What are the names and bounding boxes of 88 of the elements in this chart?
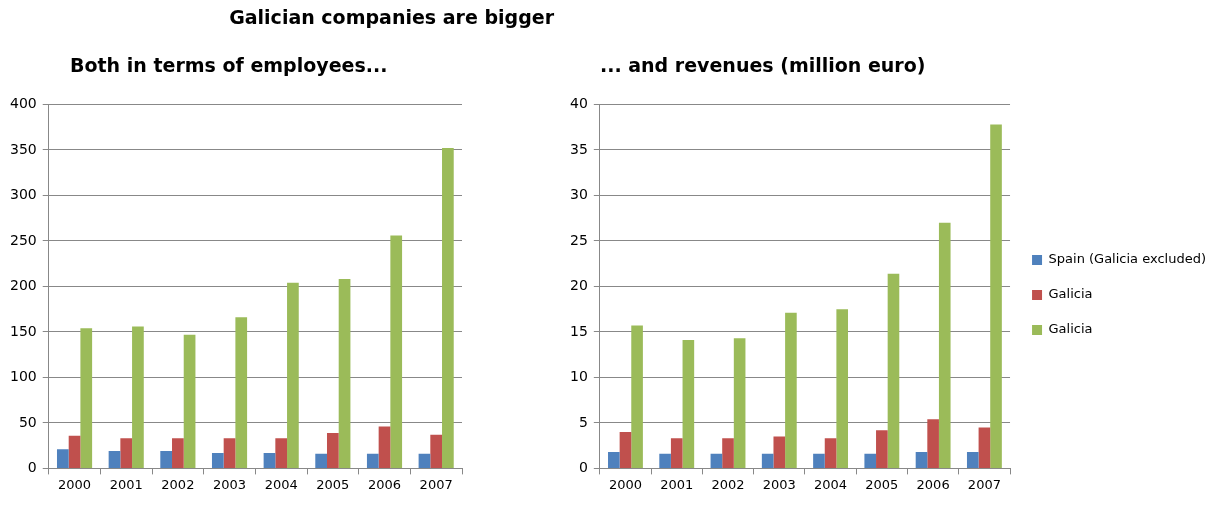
bar [68, 435, 81, 468]
bar [990, 124, 1002, 468]
y-tick-label: 50 [18, 413, 37, 430]
y-tick-label: 0 [27, 459, 37, 476]
bar [327, 432, 339, 468]
x-tick-label: 2004 [814, 476, 848, 492]
y-tick-label: 0 [578, 459, 588, 476]
x-tick-label: 2006 [916, 476, 950, 492]
bar [824, 438, 837, 468]
y-tick-label: 20 [569, 277, 588, 294]
bar [773, 436, 786, 468]
bar [876, 430, 888, 468]
x-tick-label: 2002 [711, 476, 745, 492]
bar [275, 438, 288, 468]
bar [761, 453, 774, 468]
bar [108, 451, 121, 468]
x-tick-label: 2007 [967, 476, 1001, 492]
bar [80, 328, 93, 468]
y-tick-label: 250 [9, 231, 37, 248]
y-tick-label: 25 [569, 231, 588, 248]
x-tick-label: 2005 [865, 476, 899, 492]
bar [366, 453, 379, 468]
legend-label: Spain (Galicia excluded) [1048, 251, 1207, 267]
y-tick-label: 400 [9, 95, 37, 112]
bar [813, 453, 825, 468]
y-tick-label: 200 [9, 277, 37, 294]
y-tick-label: 150 [9, 322, 37, 339]
y-tick-label: 30 [569, 186, 588, 203]
bar [927, 419, 939, 468]
x-tick-label: 2003 [212, 476, 247, 492]
bar [160, 451, 173, 468]
bar [172, 438, 184, 468]
bar [338, 279, 351, 468]
bar [430, 434, 443, 468]
bar [390, 235, 403, 468]
y-tick-label: 10 [569, 368, 588, 385]
bar [682, 340, 695, 468]
bar [442, 148, 454, 468]
bar [966, 452, 979, 468]
x-tick-label: 2007 [419, 476, 453, 492]
bar [864, 453, 877, 468]
y-tick-label: 40 [569, 95, 588, 112]
bar [710, 453, 723, 468]
x-tick-label: 2000 [58, 476, 92, 492]
y-tick-label: 5 [578, 413, 588, 430]
bar [263, 452, 276, 468]
bar [132, 326, 144, 468]
y-tick-label: 100 [9, 368, 37, 385]
x-tick-label: 2001 [660, 476, 694, 492]
bar [785, 312, 797, 468]
y-tick-label: 350 [9, 140, 37, 157]
bar [915, 452, 928, 468]
chart-title: ... and revenues (million euro) [600, 54, 926, 76]
bar [56, 449, 69, 468]
x-tick-label: 2002 [161, 476, 195, 492]
y-tick-label: 15 [569, 322, 588, 339]
bar [631, 325, 643, 468]
bar [722, 438, 734, 468]
bar [183, 334, 196, 468]
legend-label: Galicia [1048, 321, 1093, 337]
bar [978, 427, 991, 468]
chart-subtitle: Both in terms of employees... [70, 54, 388, 76]
x-tick-label: 2001 [109, 476, 143, 492]
bar [670, 438, 683, 468]
bar [418, 453, 431, 468]
chart-title: Galician companies are bigger [229, 6, 554, 28]
bar [315, 453, 327, 468]
bar [378, 426, 391, 468]
bar [659, 453, 671, 468]
bar [223, 438, 236, 468]
x-tick-label: 2005 [316, 476, 350, 492]
bar [836, 309, 849, 468]
x-tick-label: 2000 [608, 476, 642, 492]
bar [619, 432, 632, 468]
bar [887, 273, 900, 468]
bar [211, 452, 224, 468]
legend-label: Galicia [1048, 286, 1093, 302]
bar [287, 282, 299, 468]
x-tick-label: 2006 [367, 476, 402, 492]
bar [120, 438, 133, 468]
x-tick-label: 2004 [264, 476, 298, 492]
y-tick-label: 35 [569, 140, 588, 157]
x-tick-label: 2003 [762, 476, 796, 492]
bar [235, 317, 248, 468]
bar [733, 338, 746, 468]
y-tick-label: 300 [9, 186, 37, 203]
bar [608, 452, 620, 468]
bar [938, 222, 951, 468]
